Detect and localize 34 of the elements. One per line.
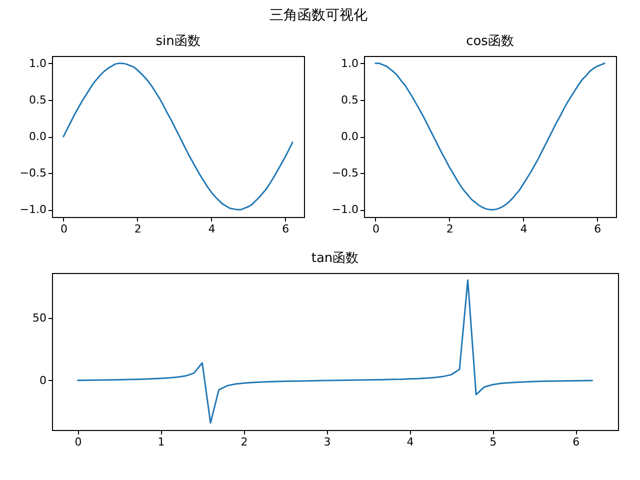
x-tick-label: 2	[134, 222, 142, 236]
y-tick-label: 50	[32, 312, 46, 325]
text: 三角函数可视化	[270, 8, 368, 24]
x-tick-label: 6	[282, 222, 290, 236]
line-series	[76, 279, 594, 424]
chart-title: sin函数	[156, 34, 200, 49]
chart-title: cos函数	[466, 34, 514, 49]
x-tick-label: 2	[240, 436, 248, 448]
y-tick-label: 1.0	[29, 56, 46, 70]
y-tick-label: −1.0	[332, 203, 358, 216]
x-tick-label: 0	[372, 222, 380, 236]
y-tick-label: −1.0	[20, 203, 46, 216]
x-tick-label: 6	[594, 222, 602, 236]
y-tick-label: −0.5	[332, 166, 358, 180]
line-series	[374, 62, 606, 210]
x-tick-label: 4	[208, 222, 216, 236]
y-tick-label: 1.0	[341, 56, 358, 70]
x-tick-label: 4	[406, 436, 414, 448]
x-tick-label: 0	[74, 436, 82, 448]
chart-title: tan函数	[311, 251, 359, 266]
x-tick-label: 5	[490, 436, 497, 448]
y-tick-label: 0.0	[29, 130, 46, 143]
x-tick-label: 4	[520, 222, 528, 236]
x-tick-label: 0	[60, 222, 68, 236]
y-tick-label: −0.5	[20, 166, 46, 180]
x-tick-label: 6	[572, 436, 580, 448]
x-tick-label: 2	[446, 222, 454, 236]
y-tick-label: 0	[40, 374, 46, 387]
x-tick-label: 3	[324, 436, 331, 448]
y-tick-label: 0.5	[341, 93, 358, 106]
line-series	[62, 62, 294, 210]
y-tick-label: 0.0	[341, 130, 358, 143]
x-tick-label: 1	[158, 436, 165, 448]
y-tick-label: 0.5	[29, 93, 46, 106]
